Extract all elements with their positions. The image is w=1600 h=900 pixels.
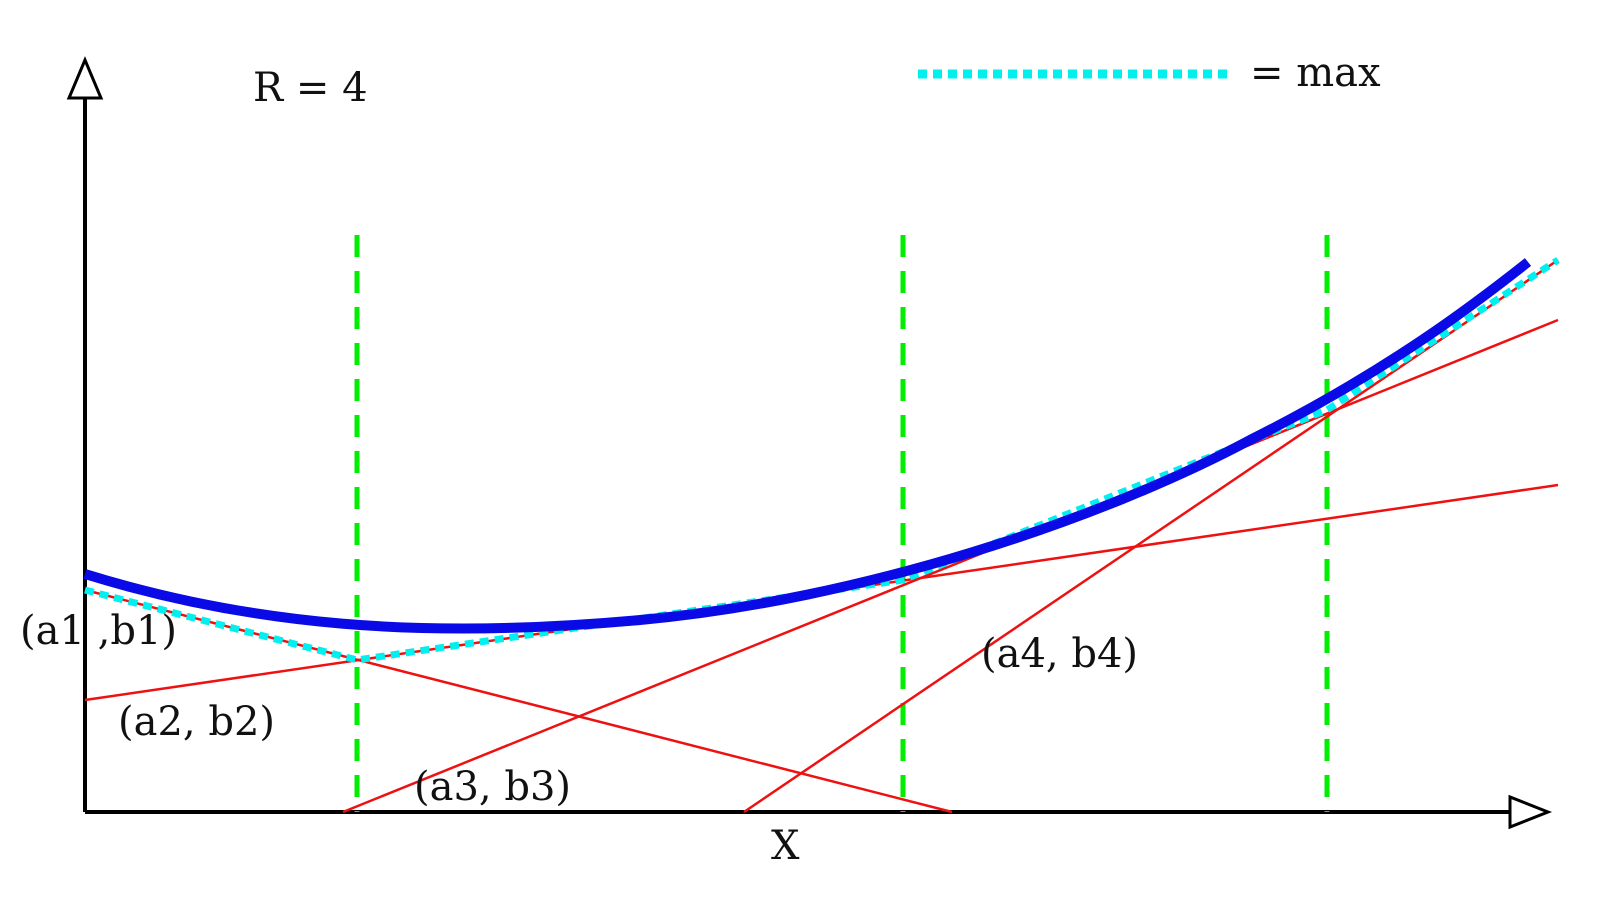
y-axis-arrowhead (66, 56, 104, 100)
tangent-lines (84, 258, 1559, 814)
legend: = max (918, 50, 1381, 96)
point-label-a2-b2: (a2, b2) (118, 699, 275, 745)
max-envelope-line (84, 257, 1560, 664)
point-label-a3-b3: (a3, b3) (414, 764, 571, 810)
legend-label: = max (1250, 50, 1381, 96)
breakpoint-lines (354, 235, 1330, 812)
tangent-line-3 (342, 318, 1559, 814)
r-value-label: R = 4 (253, 65, 368, 111)
point-label-a4-b4: (a4, b4) (981, 631, 1138, 677)
convex-curve (83, 258, 1532, 634)
axes (66, 56, 1553, 830)
x-axis-label: X (771, 823, 800, 869)
x-axis-arrowhead (1508, 794, 1553, 830)
tangent-line-1 (84, 588, 953, 814)
point-label-a1-b1: (a1 ,b1) (20, 608, 177, 654)
